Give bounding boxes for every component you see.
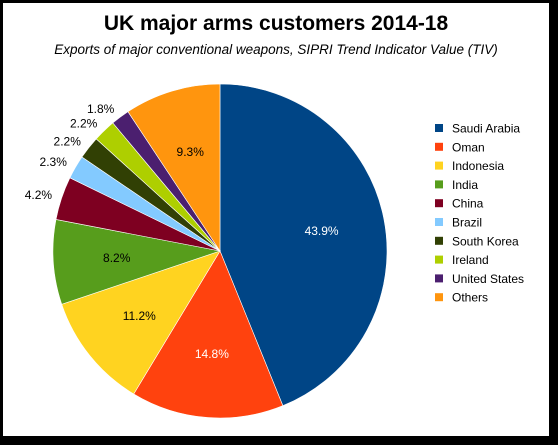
data-label-others: 9.3% (177, 145, 205, 159)
data-label-brazil: 2.3% (40, 155, 68, 169)
legend-swatch-india (435, 180, 443, 189)
legend-swatch-indonesia (435, 161, 443, 170)
legend-label-india: India (452, 178, 478, 192)
legend-label-others: Others (452, 291, 488, 305)
legend-label-oman: Oman (452, 140, 485, 154)
chart-frame: UK major arms customers 2014-18 Exports … (3, 3, 549, 436)
legend-label-china: China (452, 197, 484, 211)
data-label-indonesia: 11.2% (123, 309, 156, 323)
legend-label-united-states: United States (452, 272, 524, 286)
legend-label-brazil: Brazil (452, 216, 482, 230)
slice-saudi-arabia (219, 83, 388, 407)
data-label-south-korea: 2.2% (54, 135, 82, 149)
data-label-india: 8.2% (103, 251, 131, 265)
chart-title: UK major arms customers 2014-18 (103, 12, 449, 35)
legend-label-saudi-arabia: Saudi Arabia (452, 122, 520, 136)
pie-labels: 43.9%14.8%11.2%8.2%4.2%2.3%2.2%2.2%1.8%9… (25, 102, 339, 361)
chart-subtitle: Exports of major conventional weapons, S… (54, 42, 498, 57)
data-label-china: 4.2% (25, 188, 53, 202)
slice-others (127, 83, 221, 252)
slice-indonesia (61, 250, 221, 395)
data-label-united-states: 1.8% (87, 102, 115, 116)
legend-swatch-south-korea (435, 236, 443, 245)
legend-swatch-saudi-arabia (435, 124, 443, 132)
legend-label-indonesia: Indonesia (452, 159, 504, 173)
legend-swatch-oman (435, 142, 443, 151)
legend-swatch-united-states (435, 274, 443, 283)
data-label-saudi-arabia: 43.9% (305, 224, 339, 238)
pie-chart: 43.9%14.8%11.2%8.2%4.2%2.3%2.2%2.2%1.8%9… (25, 83, 524, 419)
data-label-ireland: 2.2% (70, 116, 98, 130)
legend: Saudi Arabia Oman Indonesia India China Brazi… (435, 122, 524, 305)
legend-label-south-korea: South Korea (452, 234, 519, 248)
pie-slices (52, 83, 388, 419)
slice-oman (133, 250, 284, 419)
data-label-oman: 14.8% (195, 347, 229, 361)
legend-swatch-china (435, 199, 443, 208)
legend-swatch-others (435, 293, 443, 302)
legend-swatch-brazil (435, 218, 443, 226)
legend-label-ireland: Ireland (452, 253, 489, 267)
legend-swatch-ireland (435, 255, 443, 264)
